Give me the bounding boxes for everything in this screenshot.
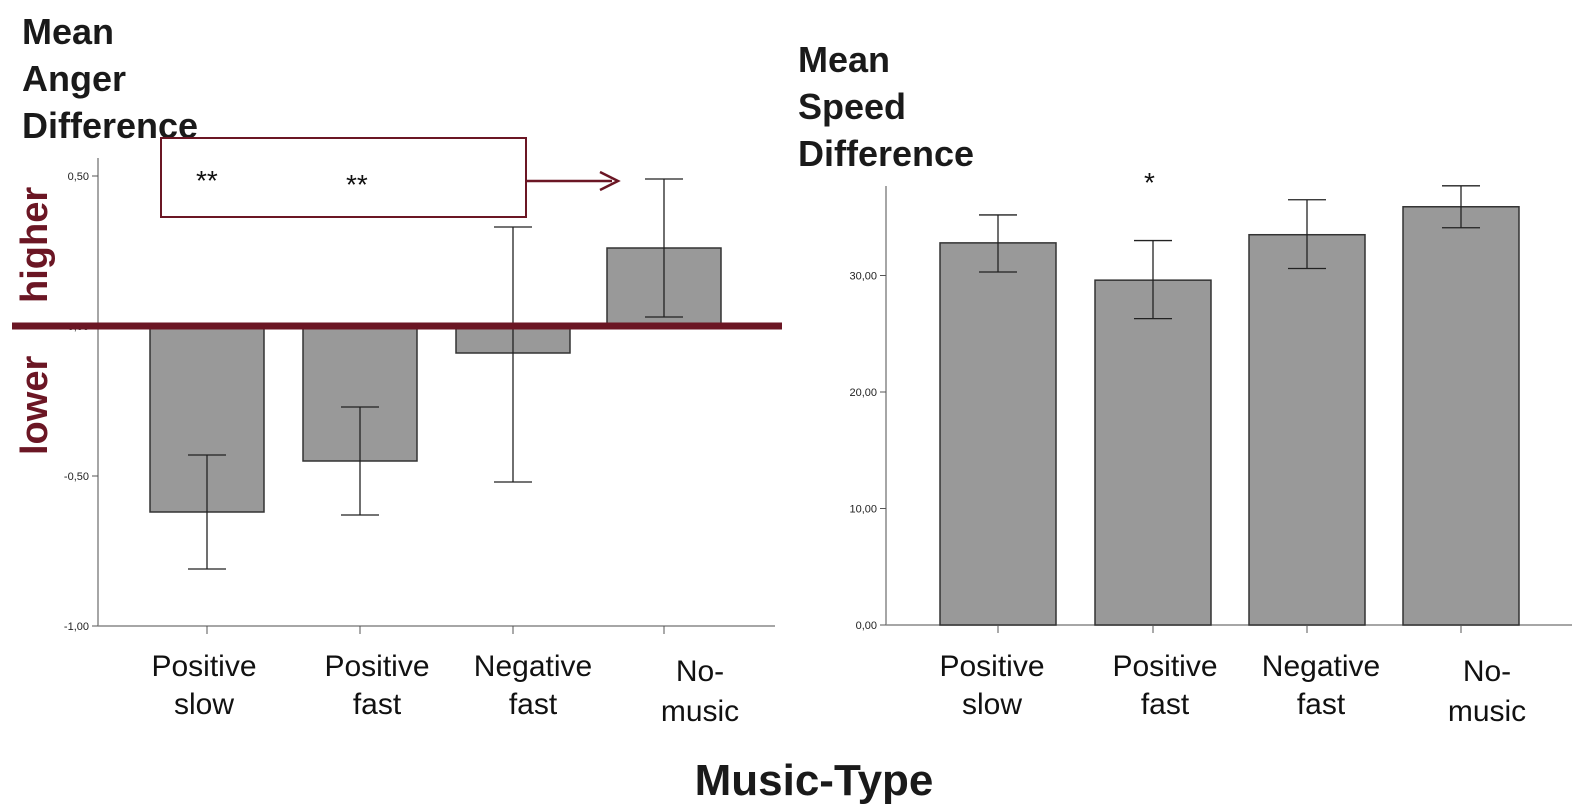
speed-category-label-line-1: No- xyxy=(1463,655,1511,688)
speed-chart: 0,00 10,00 20,00 30,00 Positive slow Positive f… xyxy=(849,185,1572,728)
speed-ytick-label: 10,00 xyxy=(849,504,877,516)
significance-box xyxy=(160,137,527,218)
speed-category-label-line-2: fast xyxy=(1297,688,1346,721)
anger-ylabel-line-3: Difference xyxy=(22,105,198,146)
speed-category-label-line-2: slow xyxy=(962,688,1022,721)
anger-category-label-line-2: fast xyxy=(509,688,558,721)
speed-bar xyxy=(1248,233,1366,626)
speed-ytick-label: 20,00 xyxy=(849,387,877,399)
anger-ytick-label: 0,50 xyxy=(68,171,89,183)
anger-ytick-label: -0,50 xyxy=(64,471,89,483)
anger-ytick-label: -1,00 xyxy=(64,621,89,633)
speed-category-label-line-2: fast xyxy=(1141,688,1190,721)
anger-category-label-line-1: Positive xyxy=(151,650,256,683)
speed-ylabel-line-3: Difference xyxy=(798,133,974,174)
speed-bar xyxy=(1402,206,1520,626)
anger-ylabel-line-2: Anger xyxy=(22,58,126,99)
anger-ylabel-line-1: Mean xyxy=(22,11,114,52)
anger-category-label-line-2: music xyxy=(661,695,739,728)
anger-category-label-line-2: fast xyxy=(353,688,402,721)
speed-category-label-line-1: Positive xyxy=(939,650,1044,683)
x-axis-title: Music-Type xyxy=(695,756,934,805)
anger-category-label-line-1: No- xyxy=(676,655,724,688)
speed-bar xyxy=(939,242,1057,626)
anger-category-label-line-1: Negative xyxy=(474,650,592,683)
speed-ylabel-line-1: Mean xyxy=(798,39,890,80)
speed-category-label-line-1: Positive xyxy=(1112,650,1217,683)
speed-category-label-line-1: Negative xyxy=(1262,650,1380,683)
speed-ytick-label: 30,00 xyxy=(849,271,877,283)
higher-label: higher xyxy=(14,187,56,303)
anger-category-label-line-1: Positive xyxy=(324,650,429,683)
anger-category-label-line-2: slow xyxy=(174,688,234,721)
speed-significance-1: * xyxy=(1144,167,1155,198)
significance-arrowhead xyxy=(599,170,621,192)
speed-ylabel-line-2: Speed xyxy=(798,86,906,127)
lower-label: lower xyxy=(14,356,56,455)
speed-category-label-line-2: music xyxy=(1448,695,1526,728)
anger-significance-2: ** xyxy=(346,169,368,200)
speed-bar xyxy=(1094,279,1212,626)
anger-chart: 0,500,00-0,50-1,00PositiveslowPositivefa… xyxy=(64,158,775,728)
anger-significance-1: ** xyxy=(196,165,218,196)
speed-ytick-label: 0,00 xyxy=(856,620,877,632)
